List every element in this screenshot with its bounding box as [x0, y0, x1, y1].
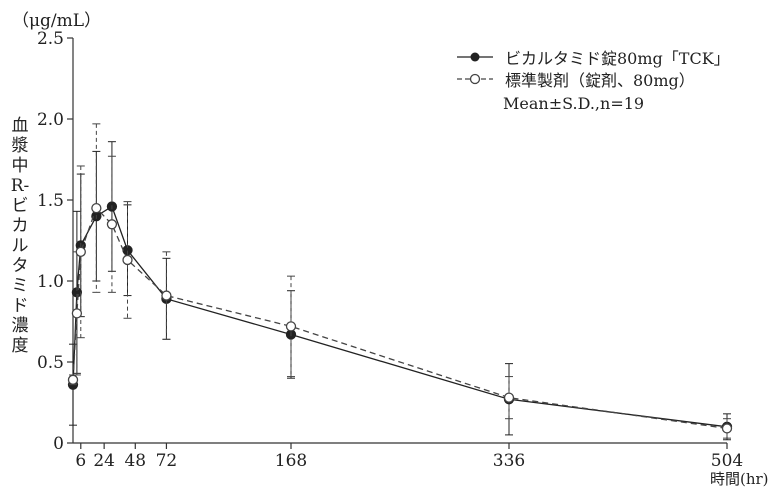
y-unit-label: （μg/mL） [12, 11, 102, 31]
x-tick-label: 6 [75, 451, 86, 471]
line-reference [72, 206, 728, 430]
legend-label-test: ビカルタミド錠80mg「TCK」 [505, 49, 730, 68]
data-point-reference [503, 392, 515, 403]
x-tick-label: 24 [93, 451, 115, 471]
series-reference [67, 123, 733, 439]
y-tick-label: 0 [53, 434, 64, 454]
legend-symbol-open-circle [457, 73, 493, 85]
data-point-reference [75, 246, 86, 257]
legend-symbol-filled-circle [457, 52, 493, 62]
series-layer [67, 123, 733, 441]
y-tick-label: 1.0 [37, 272, 64, 292]
legend-label-reference: 標準製剤（錠剤、80mg） [505, 71, 695, 90]
y-axis-label: 血漿中R-ビカルタミド濃度 [10, 116, 30, 356]
x-tick-label: 168 [275, 451, 307, 471]
axes: 0 0.5 1.0 1.5 2.0 2.5 6 24 48 72 168 336 504 [37, 29, 743, 471]
y-tick-label: 2.5 [37, 29, 64, 49]
data-point-reference [67, 374, 79, 385]
y-tick-label: 2.0 [37, 110, 64, 130]
x-tick-label: 336 [493, 451, 525, 471]
data-point-reference [122, 254, 133, 266]
data-point-reference [71, 308, 83, 319]
x-tick-label: 48 [124, 451, 146, 471]
y-tick-label: 0.5 [37, 353, 64, 373]
stats-annotation: Mean±S.D.,n=19 [503, 94, 645, 113]
legend-entry-test: ビカルタミド錠80mg「TCK」 [455, 46, 730, 68]
x-tick-label: 72 [156, 451, 178, 471]
y-tick-label: 1.5 [37, 191, 64, 211]
data-point-reference [721, 423, 733, 434]
x-tick-label: 504 [711, 451, 743, 471]
line-test [72, 205, 728, 428]
x-axis-label: 時間(hr) [710, 470, 769, 488]
data-point-reference [161, 290, 172, 301]
legend: ビカルタミド錠80mg「TCK」 標準製剤（錠剤、80mg） Mean±S.D.… [455, 46, 730, 113]
legend-entry-reference: 標準製剤（錠剤、80mg） [455, 68, 730, 90]
data-point-reference [285, 321, 297, 332]
data-point-reference [106, 219, 118, 230]
data-point-reference [91, 202, 102, 214]
